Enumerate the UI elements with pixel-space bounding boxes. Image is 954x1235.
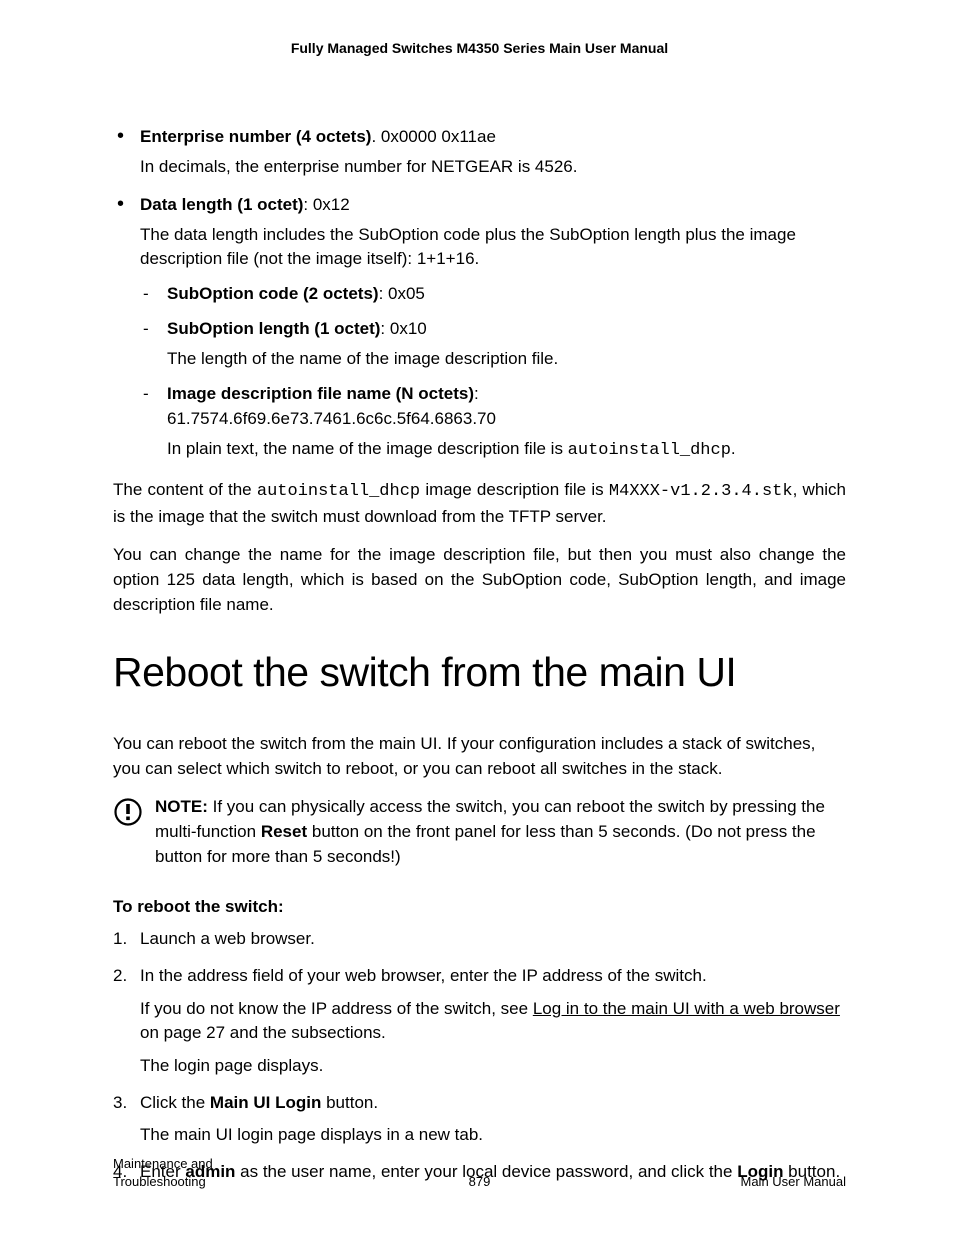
suboption-label: SubOption length (1 octet) [167,319,380,338]
step-description: The main UI login page displays in a new… [140,1123,846,1148]
suboption-description: The length of the name of the image desc… [167,347,846,372]
change-name-paragraph: You can change the name for the image de… [113,543,846,617]
procedure-list: Launch a web browser. In the address fie… [113,927,846,1184]
option-enterprise-number: Enterprise number (4 octets). 0x0000 0x1… [113,126,846,180]
page-footer: Maintenance and Troubleshooting 879 Main… [113,1173,846,1191]
content-paragraph: The content of the autoinstall_dhcp imag… [113,478,846,529]
option-value: . 0x0000 0x11ae [371,127,495,146]
option-description: The data length includes the SubOption c… [140,223,846,272]
suboption-length: SubOption length (1 octet): 0x10 The len… [140,317,846,372]
suboption-value: : 0x10 [380,319,426,338]
note-block: NOTE: If you can physically access the s… [113,795,846,869]
warning-icon [113,797,143,832]
note-text: NOTE: If you can physically access the s… [155,795,846,869]
reboot-intro-paragraph: You can reboot the switch from the main … [113,732,846,781]
link-login-main-ui[interactable]: Log in to the main UI with a web browser [533,999,840,1018]
suboption-filename: Image description file name (N octets): … [140,382,846,464]
footer-section-title: Maintenance and Troubleshooting [113,1155,213,1191]
suboption-list: SubOption code (2 octets): 0x05 SubOptio… [140,282,846,464]
step-click-login: Click the Main UI Login button. The main… [113,1091,846,1148]
option-label: Data length (1 octet) [140,195,303,214]
suboption-description: In plain text, the name of the image des… [167,437,846,464]
footer-page-number: 879 [113,1173,846,1191]
option-description: In decimals, the enterprise number for N… [140,155,846,180]
option-value: : 0x12 [303,195,349,214]
step-launch-browser: Launch a web browser. [113,927,846,952]
section-heading-reboot: Reboot the switch from the main UI [113,649,846,696]
suboption-value: : 0x05 [379,284,425,303]
step-description: If you do not know the IP address of the… [140,997,846,1046]
step-description: The login page displays. [140,1054,846,1079]
suboption-value: : [474,384,479,403]
procedure-heading: To reboot the switch: [113,897,846,917]
suboption-label: Image description file name (N octets) [167,384,474,403]
step-enter-ip: In the address field of your web browser… [113,964,846,1079]
suboption-hex: 61.7574.6f69.6e73.7461.6c6c.5f64.6863.70 [167,407,846,432]
option-label: Enterprise number (4 octets) [140,127,371,146]
options-list: Enterprise number (4 octets). 0x0000 0x1… [113,126,846,464]
footer-doc-title: Main User Manual [741,1173,847,1191]
suboption-label: SubOption code (2 octets) [167,284,379,303]
suboption-code: SubOption code (2 octets): 0x05 [140,282,846,307]
option-data-length: Data length (1 octet): 0x12 The data len… [113,194,846,464]
page-header-title: Fully Managed Switches M4350 Series Main… [113,40,846,56]
